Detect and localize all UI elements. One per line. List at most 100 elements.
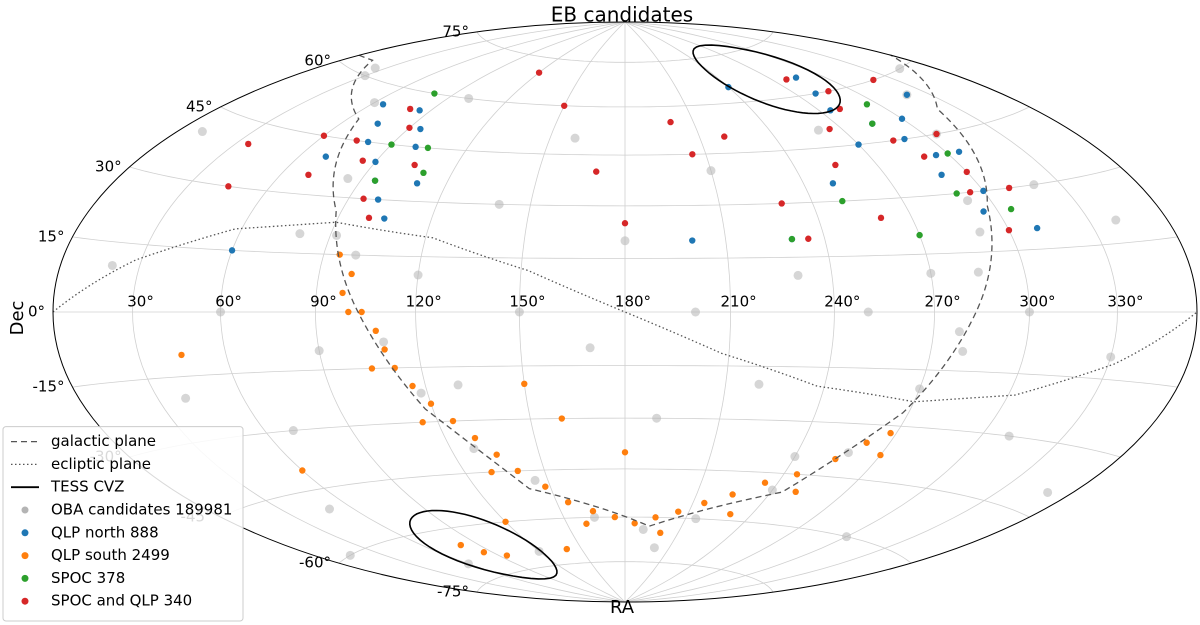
point: [855, 141, 862, 148]
point: [514, 467, 521, 475]
point: [842, 532, 852, 542]
point: [689, 237, 696, 244]
point: [887, 429, 894, 437]
point: [561, 102, 568, 109]
point: [178, 351, 185, 359]
point: [228, 247, 236, 254]
point: [379, 337, 389, 347]
point: [416, 107, 423, 114]
point: [431, 90, 438, 97]
legend-label: TESS CVZ: [50, 478, 124, 496]
x-tick-label: 240°: [824, 293, 860, 311]
point: [792, 74, 800, 81]
point: [1106, 352, 1116, 362]
point: [701, 499, 708, 507]
point: [299, 467, 306, 474]
point: [570, 133, 580, 143]
point: [181, 393, 191, 403]
point: [621, 449, 629, 456]
legend-label: SPOC and QLP 340: [51, 592, 192, 610]
point: [926, 268, 936, 278]
point: [783, 76, 790, 83]
point: [863, 439, 870, 446]
point: [790, 452, 800, 462]
point: [675, 508, 682, 515]
point: [197, 127, 207, 137]
point: [1043, 487, 1053, 497]
point: [890, 137, 897, 144]
point: [788, 235, 796, 243]
point: [348, 270, 355, 278]
point: [416, 388, 426, 398]
point: [388, 141, 395, 148]
point: [225, 183, 232, 190]
point: [535, 69, 543, 76]
x-tick-label: 180°: [615, 293, 651, 311]
point: [351, 250, 361, 260]
point: [453, 380, 463, 390]
y-tick-label: 60°: [304, 51, 331, 69]
point: [933, 130, 940, 138]
legend-swatch: [21, 552, 29, 560]
x-tick-label: 300°: [1019, 293, 1055, 311]
point: [381, 215, 388, 222]
point: [652, 413, 662, 423]
point: [480, 549, 488, 556]
legend-swatch: [21, 529, 29, 537]
point: [1005, 184, 1013, 192]
point: [295, 229, 305, 239]
point: [471, 434, 479, 442]
point: [245, 140, 252, 148]
point: [813, 125, 823, 135]
point: [689, 151, 696, 158]
y-tick-label: 0°: [28, 303, 45, 321]
point: [938, 171, 945, 179]
point: [583, 520, 590, 527]
point: [657, 529, 664, 537]
point: [778, 200, 785, 207]
point: [955, 148, 963, 155]
point: [611, 513, 619, 521]
x-tick-label: 60°: [215, 293, 242, 311]
y-tick-label: 15°: [38, 227, 65, 245]
legend-label: OBA candidates 189981: [51, 501, 232, 519]
marks: [52, 44, 1198, 580]
point: [534, 546, 544, 556]
point: [638, 524, 648, 534]
point: [420, 169, 427, 177]
point: [1024, 307, 1034, 317]
point: [980, 208, 987, 215]
point: [417, 125, 424, 133]
point: [343, 174, 353, 184]
point: [360, 71, 370, 81]
point: [691, 307, 701, 317]
point: [370, 63, 380, 73]
grid-line: [476, 31, 774, 63]
point: [503, 552, 511, 559]
legend-label: galactic plane: [51, 432, 156, 450]
legend-box: [2, 426, 244, 622]
grid-line: [129, 417, 1121, 458]
y-tick-label: -60°: [299, 554, 331, 572]
point: [409, 382, 416, 390]
point: [691, 514, 701, 524]
point: [322, 153, 330, 160]
point: [898, 115, 906, 122]
point: [954, 327, 964, 337]
point: [585, 343, 595, 353]
point: [915, 384, 925, 394]
point: [353, 137, 360, 144]
point: [413, 270, 423, 280]
point: [767, 485, 777, 495]
point: [379, 101, 387, 108]
x-tick-label: 330°: [1107, 293, 1143, 311]
reference-line: [52, 221, 1198, 403]
y-tick-label: -75°: [437, 583, 469, 601]
point: [449, 417, 457, 425]
point: [494, 199, 504, 209]
legend-label: ecliptic plane: [51, 455, 151, 473]
map-border: [52, 21, 1198, 603]
point: [530, 475, 540, 485]
point: [1007, 205, 1015, 213]
